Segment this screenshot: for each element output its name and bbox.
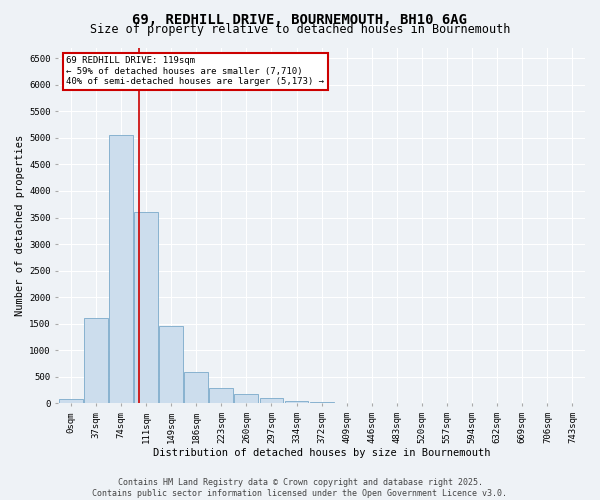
Bar — [284, 401, 308, 404]
Text: Contains HM Land Registry data © Crown copyright and database right 2025.
Contai: Contains HM Land Registry data © Crown c… — [92, 478, 508, 498]
Bar — [260, 398, 283, 404]
Bar — [310, 402, 334, 404]
Bar — [84, 318, 108, 404]
Bar — [134, 212, 158, 404]
Bar — [159, 326, 183, 404]
Text: 69 REDHILL DRIVE: 119sqm
← 59% of detached houses are smaller (7,710)
40% of sem: 69 REDHILL DRIVE: 119sqm ← 59% of detach… — [66, 56, 324, 86]
Y-axis label: Number of detached properties: Number of detached properties — [15, 135, 25, 316]
Bar — [184, 372, 208, 404]
Text: 69, REDHILL DRIVE, BOURNEMOUTH, BH10 6AG: 69, REDHILL DRIVE, BOURNEMOUTH, BH10 6AG — [133, 12, 467, 26]
Bar — [209, 388, 233, 404]
Bar — [59, 400, 83, 404]
Text: Size of property relative to detached houses in Bournemouth: Size of property relative to detached ho… — [90, 24, 510, 36]
Bar — [109, 135, 133, 404]
Bar — [235, 394, 259, 404]
X-axis label: Distribution of detached houses by size in Bournemouth: Distribution of detached houses by size … — [153, 448, 490, 458]
